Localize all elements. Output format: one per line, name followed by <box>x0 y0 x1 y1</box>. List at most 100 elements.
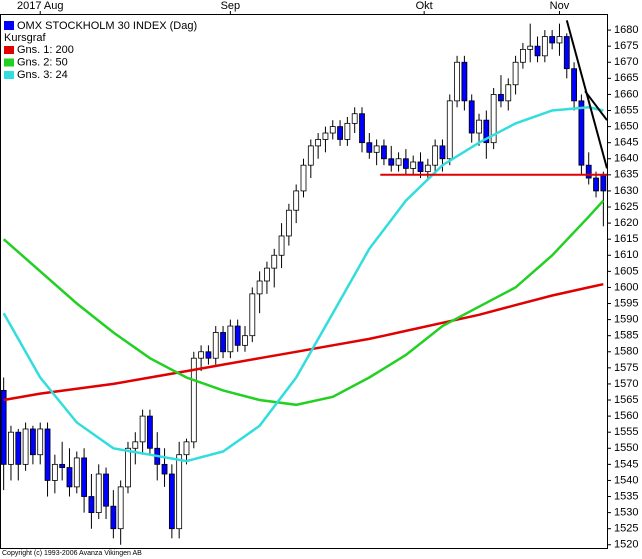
y-tick-label: 1540 <box>614 474 638 486</box>
candle-body <box>439 145 446 160</box>
y-tick-label: 1610 <box>614 249 638 261</box>
y-tick-label: 1645 <box>614 137 638 149</box>
candle-body <box>563 36 570 70</box>
y-tick-label: 1590 <box>614 314 638 326</box>
plot-area <box>0 14 608 549</box>
candle-body <box>498 94 504 102</box>
candle-body <box>190 357 197 443</box>
candle-body <box>307 145 314 166</box>
candle-body <box>541 36 548 57</box>
y-tick-label: 1620 <box>614 217 638 229</box>
candle-body <box>212 332 219 359</box>
candle-body <box>337 126 343 140</box>
y-tick-label: 1595 <box>614 297 638 309</box>
candle-body <box>234 325 241 346</box>
legend-swatch <box>4 71 14 79</box>
candle-body <box>103 473 109 507</box>
candle-body <box>476 119 482 134</box>
y-tick-label: 1675 <box>614 40 638 52</box>
candle-body <box>373 145 380 153</box>
y-tick-label: 1565 <box>614 394 638 406</box>
y-tick-label: 1650 <box>614 120 638 132</box>
candle-body <box>549 36 556 44</box>
x-tick-label: Okt <box>416 0 433 12</box>
candle-body <box>600 174 607 192</box>
candle-body <box>468 100 475 134</box>
candle-body <box>432 145 439 166</box>
candle-body <box>285 209 292 237</box>
x-tick-label: Nov <box>550 0 570 12</box>
candle-body <box>395 158 402 166</box>
y-tick-label: 1605 <box>614 265 638 277</box>
candle-body <box>205 351 212 359</box>
candle-body <box>168 473 175 530</box>
y-tick-label: 1570 <box>614 378 638 390</box>
moving-average <box>2 106 604 463</box>
candle-body <box>264 267 270 282</box>
candle-body <box>388 158 395 166</box>
candle-body <box>534 45 541 57</box>
y-tick-label: 1600 <box>614 281 638 293</box>
candle-body <box>381 145 387 160</box>
candle-body <box>585 164 592 179</box>
candle-body <box>183 441 190 456</box>
y-tick-label: 1680 <box>614 24 638 36</box>
candle-body <box>30 428 36 456</box>
candle-body <box>8 431 14 465</box>
candle-body <box>161 463 168 475</box>
legend-swatch <box>4 21 14 30</box>
candle-body <box>256 280 263 295</box>
y-tick-label: 1545 <box>614 458 638 470</box>
candle-body <box>66 467 73 488</box>
y-tick-label: 1520 <box>614 539 638 551</box>
candle-body <box>461 61 468 102</box>
y-tick-label: 1580 <box>614 346 638 358</box>
y-tick-label: 1630 <box>614 185 638 197</box>
candle-body <box>593 177 599 192</box>
candle-body <box>198 351 205 359</box>
legend-label: Gns. 2: 50 <box>17 56 68 68</box>
candle-body <box>51 463 58 481</box>
legend-subtitle: Kursgraf <box>4 32 47 44</box>
candle-body <box>88 496 95 514</box>
y-tick-label: 1530 <box>614 507 638 519</box>
candle-body <box>410 161 417 169</box>
candle-body <box>424 164 431 173</box>
candle-body <box>293 190 300 211</box>
y-tick-label: 1575 <box>614 362 638 374</box>
candle-body <box>22 428 29 465</box>
candle-body <box>446 100 453 160</box>
legend-title: OMX STOCKHOLM 30 INDEX (Dag) <box>17 20 197 32</box>
y-tick-label: 1635 <box>614 169 638 181</box>
y-tick-label: 1655 <box>614 104 638 116</box>
candle-body <box>278 235 285 256</box>
copyright: Copyright (c) 1993-2006 Avanza Vikingen … <box>2 550 142 557</box>
y-tick-label: 1625 <box>614 201 638 213</box>
y-tick-label: 1615 <box>614 233 638 245</box>
legend-label: Gns. 3: 24 <box>17 69 68 81</box>
candle-body <box>366 142 373 153</box>
candle-body <box>147 415 153 449</box>
candle-body <box>37 428 44 456</box>
y-tick-label: 1550 <box>614 442 638 454</box>
candle-body <box>227 325 234 353</box>
x-tick-label: 2017 Aug <box>17 0 64 12</box>
candle-body <box>44 428 51 481</box>
candle-body <box>110 505 117 530</box>
candle-body <box>242 335 248 346</box>
legend-swatch <box>4 58 14 67</box>
candle-body <box>344 122 351 140</box>
y-tick-label: 1585 <box>614 330 638 342</box>
candle-body <box>125 447 131 488</box>
candle-body <box>15 431 22 465</box>
y-tick-label: 1665 <box>614 72 638 84</box>
annotation-line <box>584 90 608 121</box>
y-tick-label: 1535 <box>614 490 638 502</box>
candle-body <box>417 161 424 173</box>
candle-body <box>73 457 80 488</box>
candle-body <box>578 100 585 166</box>
y-tick-label: 1525 <box>614 523 638 535</box>
candle-body <box>329 126 336 134</box>
